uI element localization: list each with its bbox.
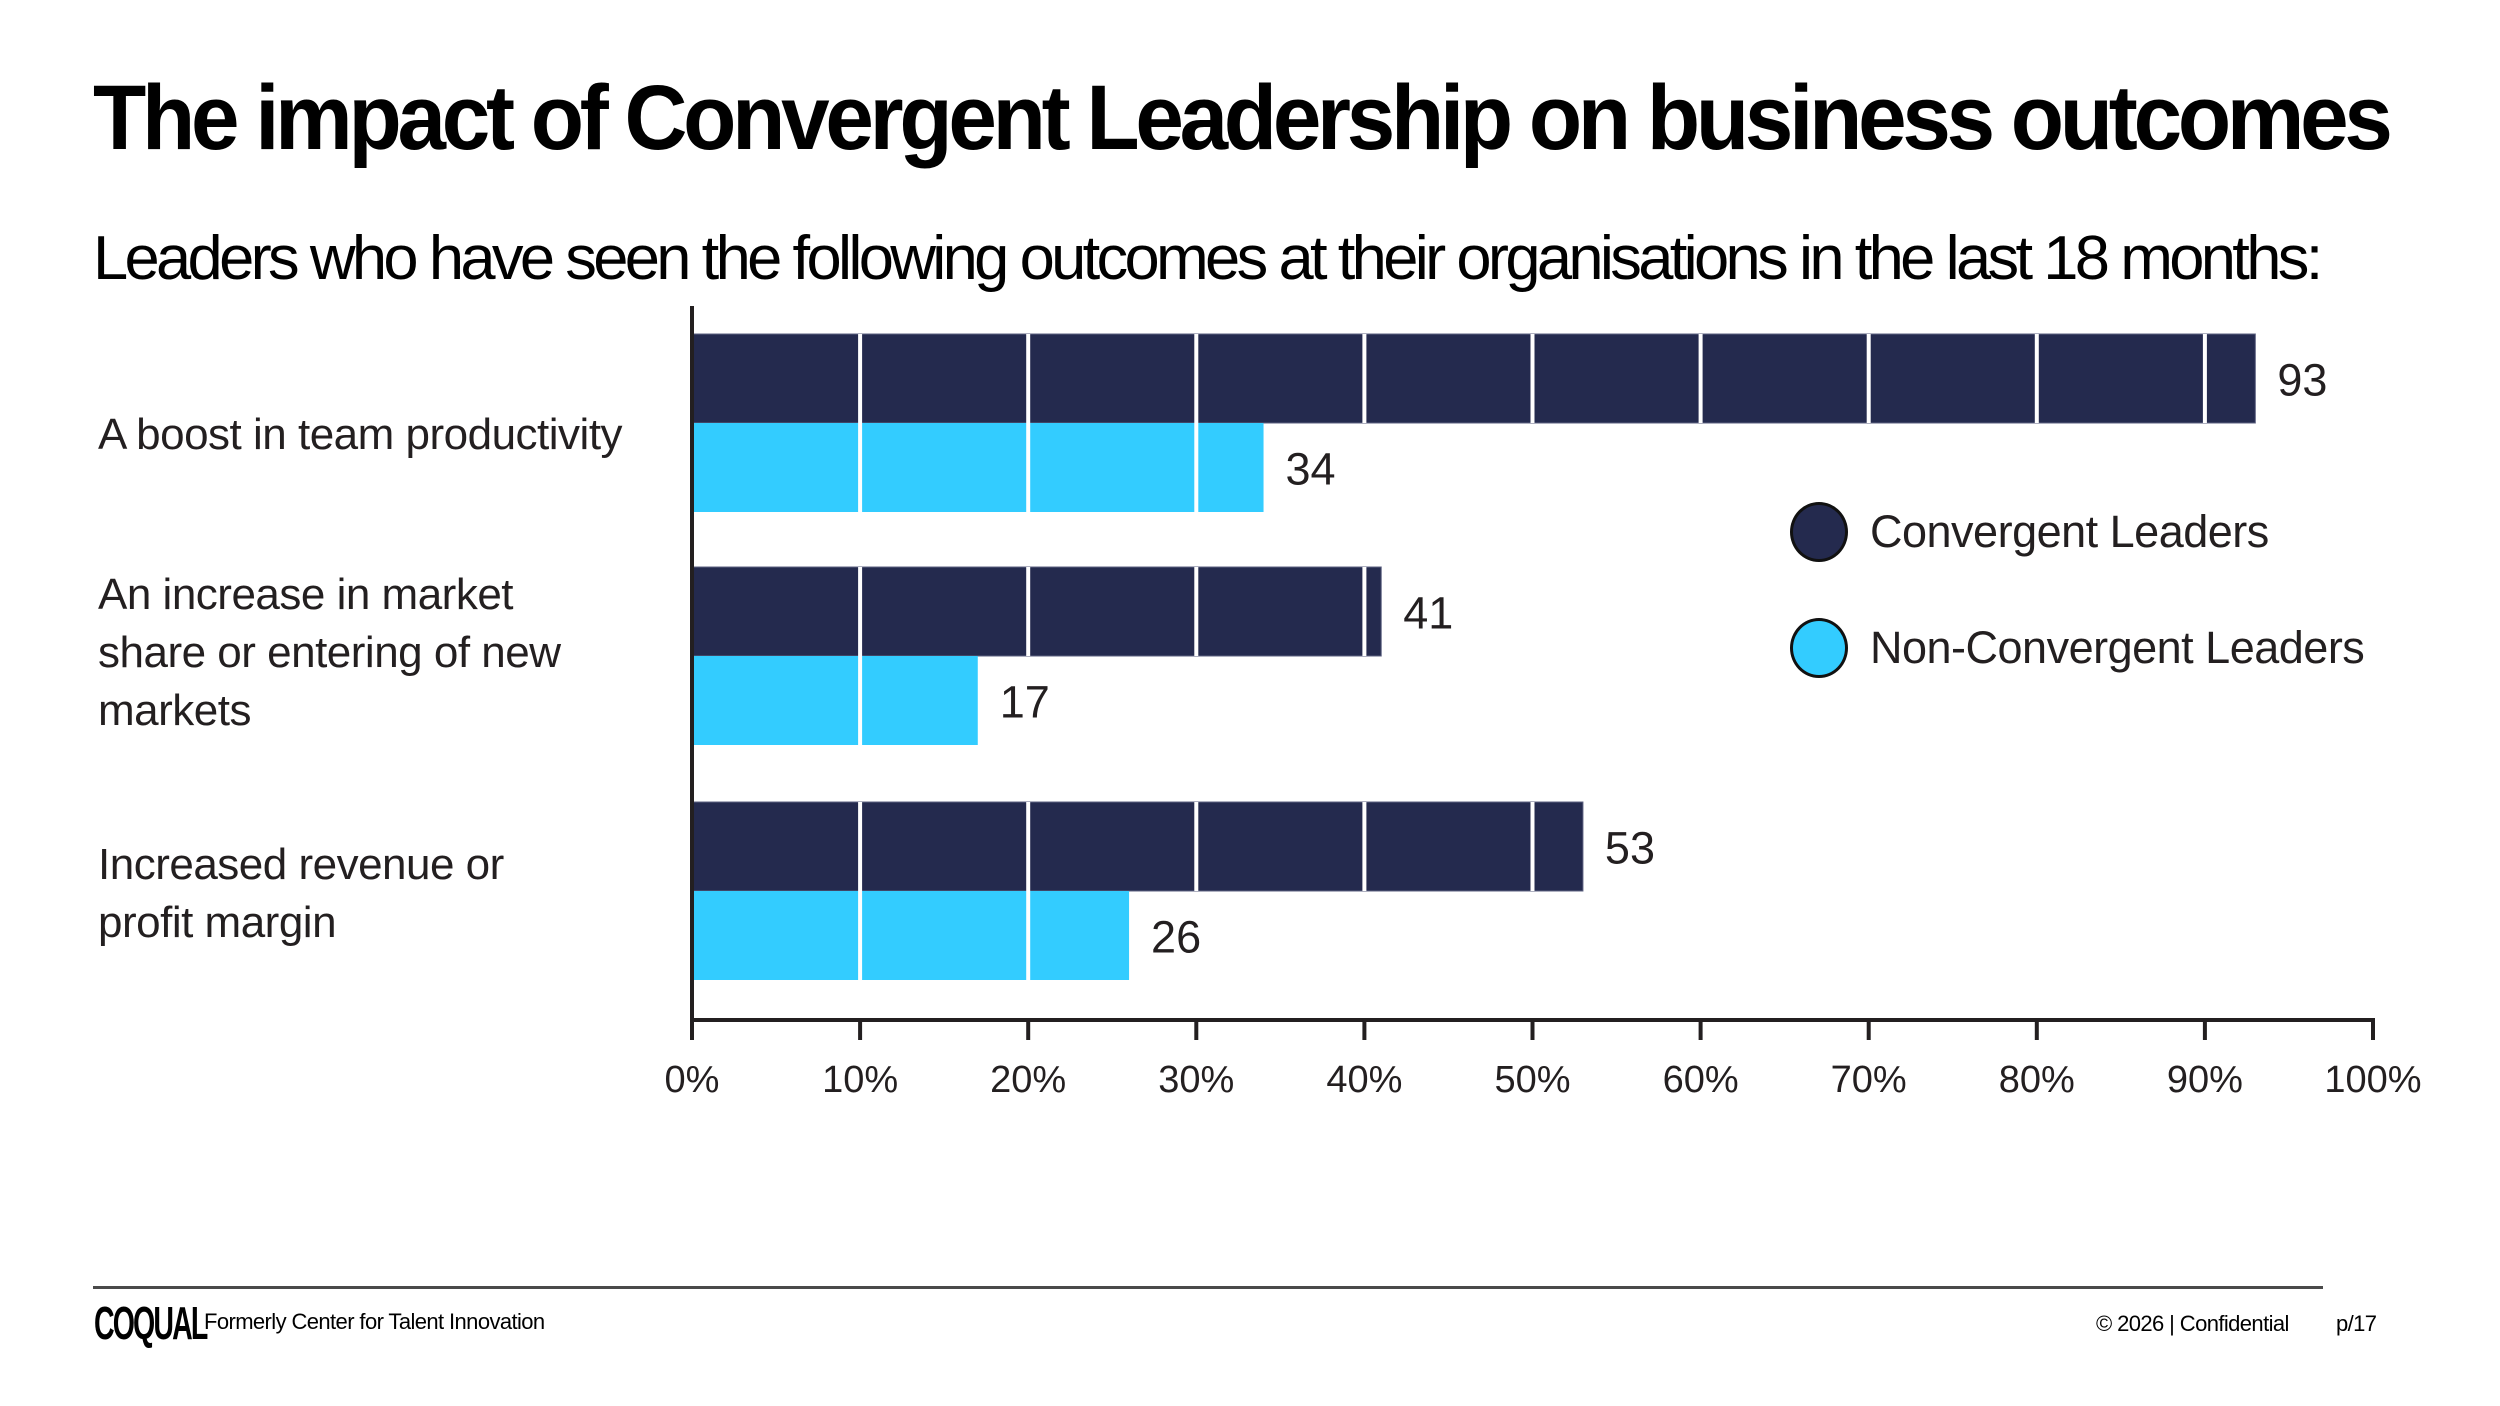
- value-label: 34: [1286, 444, 1336, 495]
- coqual-logo: COQUAL: [94, 1297, 208, 1349]
- x-tick-label: 40%: [1326, 1059, 1402, 1101]
- legend-item-convergent: Convergent Leaders: [1790, 500, 2364, 564]
- value-label: 53: [1605, 823, 1655, 874]
- x-tick-label: 50%: [1494, 1059, 1570, 1101]
- axes-group: 0% 10% 20% 30% 40% 50% 60% 70% 80% 90% 100%: [665, 306, 2422, 1101]
- legend-item-non-convergent: Non-Convergent Leaders: [1790, 616, 2365, 680]
- footer-divider: [93, 1286, 2323, 1289]
- slide-subtitle: Leaders who have seen the following outc…: [93, 224, 2323, 293]
- bar-non-convergent: [692, 656, 978, 745]
- category-label-line: A boost in team productivity: [98, 410, 623, 459]
- x-tick-label: 60%: [1663, 1059, 1739, 1101]
- value-label: 26: [1151, 912, 1201, 963]
- category-label-line: profit margin: [98, 898, 337, 947]
- bar-non-convergent: [692, 423, 1264, 512]
- category-label-line: Increased revenue or: [98, 840, 504, 889]
- value-label: 41: [1403, 588, 1453, 639]
- bar-convergent: [691, 333, 2256, 424]
- footer-note: Formerly Center for Talent Innovation: [204, 1309, 545, 1334]
- bar-convergent: [691, 801, 1584, 892]
- legend-swatch-convergent: [1790, 502, 1848, 562]
- slide-title: The impact of Convergent Leadership on b…: [93, 67, 2393, 169]
- x-tick-label: 90%: [2167, 1059, 2243, 1101]
- bar-non-convergent: [692, 891, 1130, 980]
- x-tick-label: 30%: [1158, 1059, 1234, 1101]
- category-label-line: share or entering of new: [98, 628, 561, 677]
- gridlines-group: [858, 334, 2207, 980]
- copyright-text: © 2026 | Confidential: [2096, 1311, 2289, 1336]
- x-tick-label: 0%: [665, 1059, 720, 1101]
- legend: Convergent Leaders Non-Convergent Leader…: [1790, 500, 2365, 732]
- x-tick-label: 70%: [1831, 1059, 1907, 1101]
- page-number: p/17: [2336, 1311, 2377, 1336]
- legend-swatch-non-convergent: [1790, 618, 1848, 678]
- x-tick-label: 100%: [2324, 1059, 2421, 1101]
- category-label-market-share: An increase in market share or entering …: [98, 566, 561, 740]
- x-tick-label: 80%: [1999, 1059, 2075, 1101]
- value-label: 17: [1000, 677, 1050, 728]
- legend-label: Convergent Leaders: [1870, 506, 2269, 557]
- value-labels-group: 93 34 41 17 53 26: [1000, 355, 2328, 963]
- category-label-productivity: A boost in team productivity: [98, 406, 623, 464]
- bar-convergent: [691, 566, 1382, 657]
- category-label-line: An increase in market: [98, 570, 514, 619]
- x-tick-label: 20%: [990, 1059, 1066, 1101]
- legend-label: Non-Convergent Leaders: [1870, 622, 2365, 673]
- x-tick-label: 10%: [822, 1059, 898, 1101]
- value-label: 93: [2277, 355, 2327, 406]
- category-label-revenue: Increased revenue or profit margin: [98, 836, 504, 952]
- category-label-line: markets: [98, 686, 251, 735]
- bars-group: [691, 333, 2256, 980]
